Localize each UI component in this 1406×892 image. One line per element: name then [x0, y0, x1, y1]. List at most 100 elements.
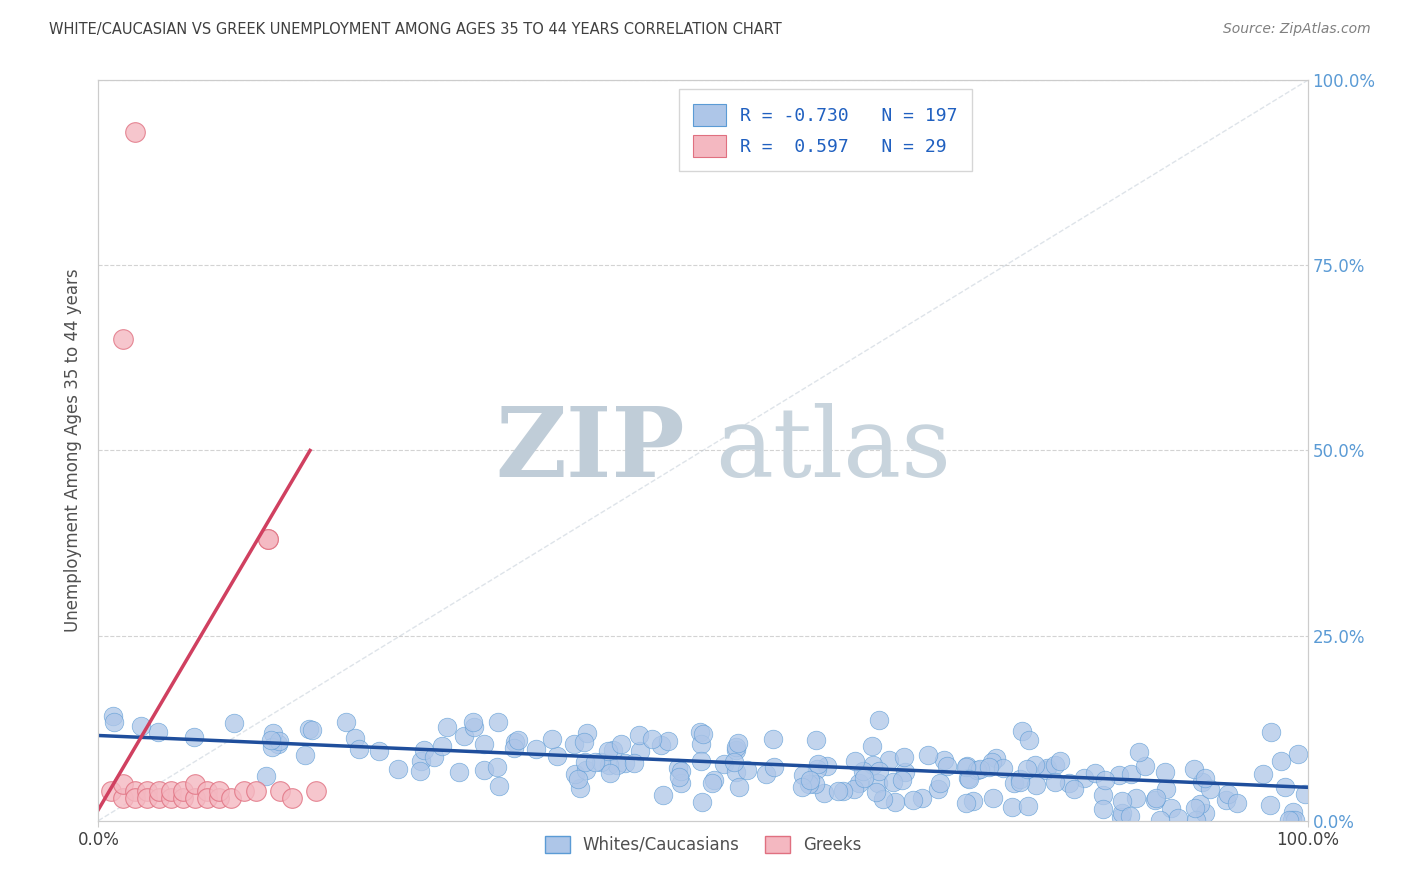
Point — [100, 784, 122, 798]
Point — [129, 719, 152, 733]
Point — [195, 784, 218, 798]
Point — [790, 780, 813, 794]
Point — [762, 760, 785, 774]
Point — [671, 776, 693, 790]
Point — [962, 794, 984, 808]
Point — [569, 781, 592, 796]
Point — [1024, 757, 1046, 772]
Point — [1049, 754, 1071, 768]
Point — [893, 764, 915, 779]
Point — [305, 784, 328, 798]
Point — [1144, 791, 1167, 805]
Point — [572, 735, 595, 749]
Point — [623, 756, 645, 771]
Point — [651, 788, 673, 802]
Point — [262, 726, 284, 740]
Point — [979, 760, 1001, 774]
Point — [1091, 788, 1114, 802]
Point — [1251, 767, 1274, 781]
Point — [343, 731, 366, 745]
Point — [567, 772, 589, 787]
Point — [172, 784, 194, 798]
Point — [1036, 761, 1059, 775]
Point — [911, 791, 934, 805]
Point — [842, 781, 865, 796]
Point — [669, 764, 692, 778]
Point — [1270, 754, 1292, 768]
Text: atlas: atlas — [716, 403, 950, 498]
Point — [827, 783, 849, 797]
Point — [103, 714, 125, 729]
Point — [485, 760, 508, 774]
Point — [1092, 802, 1115, 816]
Point — [860, 739, 883, 753]
Point — [1258, 798, 1281, 813]
Point — [893, 750, 915, 764]
Point — [184, 791, 207, 805]
Point — [806, 762, 828, 776]
Point — [936, 759, 959, 773]
Point — [596, 744, 619, 758]
Point — [1017, 799, 1039, 814]
Point — [956, 759, 979, 773]
Point — [1109, 809, 1132, 823]
Point — [1043, 758, 1066, 772]
Point — [602, 742, 624, 756]
Point — [1108, 768, 1130, 782]
Point — [1025, 779, 1047, 793]
Point — [1216, 787, 1239, 801]
Point — [160, 791, 183, 805]
Point — [301, 723, 323, 738]
Point — [541, 732, 564, 747]
Point — [614, 756, 637, 771]
Point — [488, 779, 510, 793]
Point — [1294, 787, 1316, 801]
Point — [599, 765, 621, 780]
Point — [260, 732, 283, 747]
Point — [1226, 796, 1249, 810]
Point — [221, 791, 243, 805]
Point — [1144, 792, 1167, 806]
Point — [564, 767, 586, 781]
Point — [267, 733, 290, 747]
Point — [1184, 813, 1206, 827]
Point — [503, 735, 526, 749]
Point — [148, 784, 170, 798]
Point — [627, 728, 650, 742]
Point — [692, 727, 714, 741]
Point — [1199, 781, 1222, 796]
Point — [148, 791, 170, 805]
Point — [111, 776, 134, 791]
Point — [430, 739, 453, 753]
Point — [256, 533, 278, 547]
Point — [195, 791, 218, 805]
Point — [298, 723, 321, 737]
Point — [347, 742, 370, 756]
Point — [486, 715, 509, 730]
Point — [1111, 793, 1133, 807]
Point — [413, 743, 436, 757]
Point — [1084, 765, 1107, 780]
Point — [890, 772, 912, 787]
Point — [1125, 790, 1147, 805]
Point — [955, 796, 977, 810]
Point — [641, 731, 664, 746]
Point — [387, 762, 409, 776]
Point — [1073, 771, 1095, 785]
Point — [852, 771, 875, 785]
Point — [991, 761, 1014, 775]
Point — [124, 791, 146, 805]
Legend: Whites/Caucasians, Greeks: Whites/Caucasians, Greeks — [538, 829, 868, 861]
Point — [1011, 724, 1033, 739]
Point — [650, 738, 672, 752]
Point — [927, 781, 949, 796]
Point — [1154, 782, 1177, 797]
Point — [101, 709, 124, 723]
Point — [294, 748, 316, 763]
Point — [724, 764, 747, 779]
Point — [609, 737, 631, 751]
Point — [1184, 800, 1206, 814]
Point — [368, 744, 391, 758]
Point — [1035, 763, 1057, 777]
Point — [254, 768, 277, 782]
